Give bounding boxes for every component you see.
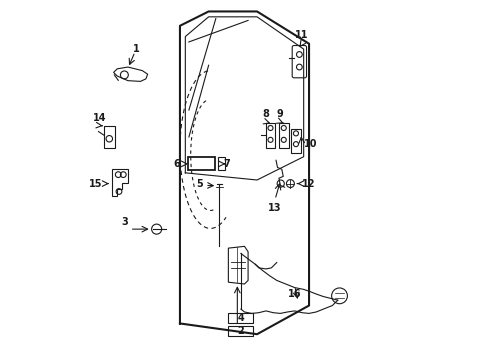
Text: 16: 16 (287, 289, 301, 300)
Text: 2: 2 (237, 326, 244, 336)
Text: 12: 12 (301, 179, 315, 189)
Text: 14: 14 (92, 113, 106, 123)
Text: 4: 4 (237, 314, 244, 323)
Text: 3: 3 (121, 217, 128, 227)
Text: 8: 8 (262, 109, 269, 119)
Text: 15: 15 (89, 179, 102, 189)
Text: 6: 6 (173, 159, 180, 169)
Text: 7: 7 (223, 159, 229, 169)
Text: 1: 1 (132, 44, 139, 54)
Text: 5: 5 (196, 179, 203, 189)
Text: 9: 9 (276, 109, 283, 119)
Text: 10: 10 (303, 139, 317, 149)
Text: 13: 13 (268, 203, 281, 213)
Text: 11: 11 (295, 30, 308, 40)
